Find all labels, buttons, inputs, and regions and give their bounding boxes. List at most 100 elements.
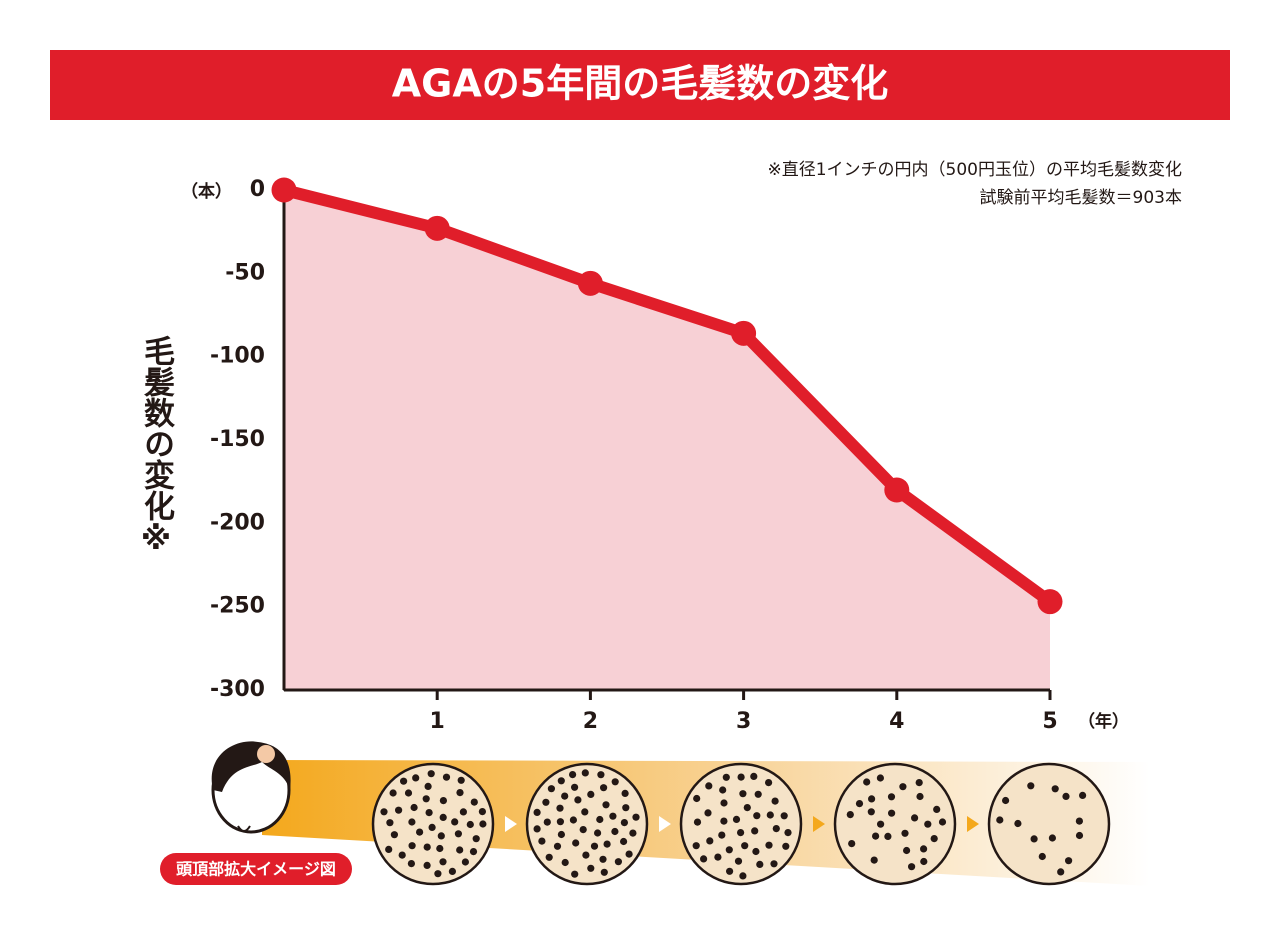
hair-dot [1062, 792, 1070, 801]
hair-dot [404, 789, 413, 797]
hair-dot [784, 829, 792, 837]
hair-dot [423, 843, 431, 851]
hair-dot [705, 782, 713, 790]
hair-dot [416, 828, 424, 836]
hair-dot [439, 858, 447, 866]
hair-dot [437, 832, 445, 840]
arrow [967, 816, 979, 832]
hair-dot [772, 825, 780, 833]
hair-dot [756, 860, 764, 869]
hair-dot [887, 793, 896, 801]
hair-dot [863, 778, 871, 786]
hair-dot [739, 790, 747, 798]
y-unit: （本） [181, 181, 232, 202]
hair-dot [846, 811, 854, 819]
y-tick-label: -250 [210, 594, 265, 619]
hair-dot [395, 806, 403, 814]
hair-dot [1075, 831, 1084, 840]
hair-dot [423, 861, 431, 870]
hair-dot [398, 851, 406, 859]
hair-dot [386, 819, 394, 827]
hair-dot [454, 830, 462, 838]
hair-dot [448, 867, 456, 876]
hair-dot [581, 808, 589, 816]
hair-dot [600, 868, 608, 876]
arrow [505, 816, 517, 832]
hair-dot [750, 772, 758, 781]
hair-dot [911, 814, 919, 822]
scalp-circle [833, 762, 957, 886]
hair-dot [1057, 868, 1065, 876]
hair-dot [574, 796, 582, 804]
hair-dot [469, 848, 478, 856]
hair-dot [461, 858, 469, 866]
hair-dot [428, 823, 436, 832]
hair-dot [599, 855, 607, 863]
x-tick-label: 4 [889, 709, 904, 734]
hair-dot [996, 816, 1004, 824]
hair-dot [848, 840, 856, 848]
hair-dot [876, 774, 885, 782]
point [271, 177, 297, 203]
hair-dot [611, 827, 619, 836]
hair-dot [915, 779, 923, 787]
hair-dot [456, 789, 464, 797]
x-unit: （年） [1078, 711, 1129, 732]
hair-dot [439, 797, 447, 805]
hair-dot [1014, 819, 1022, 828]
crown [257, 745, 275, 763]
hair-dot [538, 837, 546, 845]
hair-dot [572, 839, 580, 847]
hair-dot [385, 845, 393, 854]
hair-dot [625, 850, 633, 858]
hair-dot [594, 829, 602, 837]
hair-dot [587, 864, 595, 872]
hair-dot [868, 795, 876, 803]
hair-dot [754, 790, 762, 798]
hair-dot [726, 867, 734, 875]
hair-dot [553, 842, 562, 850]
hair-dot [899, 783, 907, 791]
hair-dot [1048, 834, 1056, 842]
hair-dot [620, 837, 628, 846]
hair-dot [622, 804, 630, 812]
hair-dot [571, 783, 579, 791]
line [282, 184, 1054, 607]
y-tick-label: -50 [225, 260, 265, 285]
hair-dot [561, 858, 569, 867]
title-bar [50, 50, 1230, 120]
hair-dot [408, 842, 416, 850]
y-tick-label: -150 [210, 427, 265, 452]
hair-dot [692, 842, 700, 850]
hair-dot [770, 860, 778, 868]
hair-dot [855, 800, 864, 808]
hair-dot [765, 841, 773, 849]
hair-dot [542, 798, 550, 806]
hair-dot [903, 846, 911, 855]
hair-dot [611, 778, 619, 786]
hair-dot [425, 809, 433, 817]
hair-dot [1079, 791, 1087, 800]
hair-dot [459, 808, 467, 816]
hair-dot [714, 853, 722, 861]
hair-dot [557, 830, 566, 839]
hair-dot [456, 846, 464, 854]
hair-dot [1051, 785, 1059, 793]
point [577, 270, 603, 296]
hair-dot [700, 855, 708, 863]
scalp-circle [525, 762, 649, 886]
hair-dot [782, 842, 790, 850]
hair-dot [751, 827, 759, 835]
ear [237, 825, 251, 832]
hair-dot [765, 779, 773, 787]
hair-dot [1027, 782, 1035, 790]
hair-dot [693, 818, 702, 826]
hair-dot [556, 804, 564, 812]
hair-dot [743, 804, 751, 812]
hair-dot [924, 820, 932, 828]
chart-title: AGAの5年間の毛髪数の変化 [392, 62, 888, 106]
hair-dot [725, 846, 733, 854]
hair-dot [400, 777, 408, 785]
hair-dot [569, 816, 578, 824]
hair-dot [620, 819, 629, 827]
